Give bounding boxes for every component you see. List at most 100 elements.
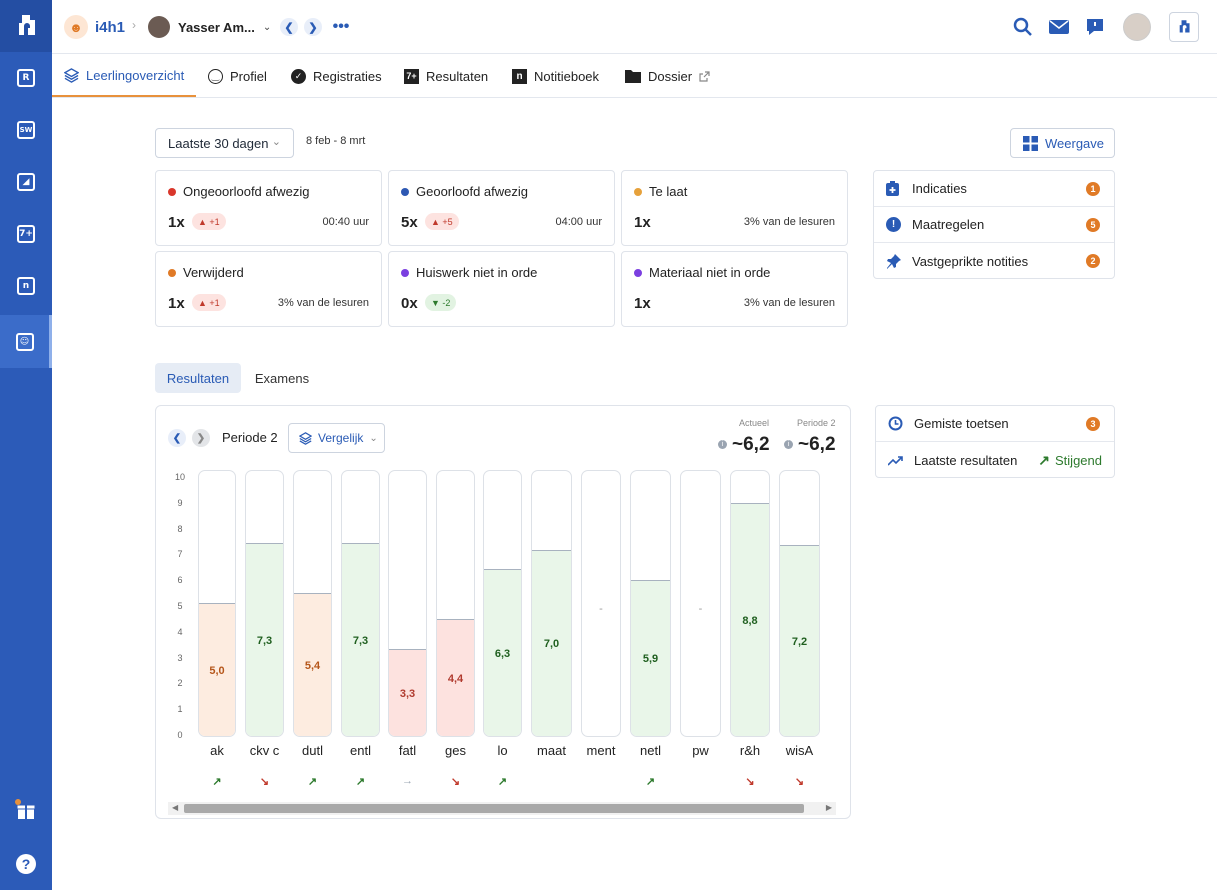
registration-card[interactable]: Verwijderd 1x ▲ +1 3% van de lesuren	[155, 251, 382, 327]
grade-bar[interactable]: 5,4	[293, 470, 332, 737]
card-title-text: Huiswerk niet in orde	[416, 265, 538, 280]
student-name[interactable]: Yasser Am...	[178, 19, 255, 35]
group-name[interactable]: i4h1	[95, 18, 126, 36]
grade-bar[interactable]: 8,8	[730, 470, 770, 737]
card-title: Ongeoorloofd afwezig	[168, 184, 309, 199]
card-title: Te laat	[634, 184, 687, 199]
rail-studiewijzer-icon[interactable]: ◢	[0, 156, 52, 208]
rail-notebook-icon[interactable]: n	[0, 260, 52, 312]
tab-resultaten-chart[interactable]: Resultaten	[155, 363, 241, 393]
registration-card[interactable]: Geoorloofd afwezig 5x ▲ +5 04:00 uur	[388, 170, 615, 246]
grade-bar[interactable]: 5,0	[198, 470, 236, 737]
scroll-left-icon[interactable]: ◀	[172, 803, 179, 812]
grade-bar[interactable]: 7,3	[245, 470, 284, 737]
pin-icon	[886, 253, 912, 269]
rail-sw-icon[interactable]: SW	[0, 104, 52, 156]
registration-card[interactable]: Huiswerk niet in orde 0x ▼ -2	[388, 251, 615, 327]
registration-card[interactable]: Materiaal niet in orde 1x 3% van de lesure…	[621, 251, 848, 327]
scroll-right-icon[interactable]: ▶	[825, 803, 832, 812]
y-tick-label: 5	[177, 601, 183, 611]
chart-scrollbar[interactable]: ◀ ▶	[168, 802, 836, 815]
grade-bar[interactable]: 7,2	[779, 470, 820, 737]
tab-profiel[interactable]: ‿ Profiel	[208, 55, 267, 97]
vastgeprikte-notities-row[interactable]: Vastgeprikte notities 2	[874, 243, 1114, 278]
rail-gift-icon[interactable]	[0, 784, 52, 836]
grade-bar-fill	[294, 593, 331, 736]
grade-bar[interactable]: -	[581, 470, 621, 737]
arrow-up-right-icon: ↗	[1038, 451, 1051, 468]
status-dot-icon	[401, 187, 409, 196]
tab-label: Notitieboek	[534, 68, 600, 84]
status-dot-icon	[168, 268, 176, 277]
vergelijk-button[interactable]: Vergelijk ⌄	[288, 423, 385, 453]
subject-label: maat	[537, 743, 566, 758]
delta-badge: ▼ -2	[425, 294, 457, 311]
registration-card[interactable]: Te laat 1x 3% van de lesuren	[621, 170, 848, 246]
grade-bar[interactable]: 6,3	[483, 470, 522, 737]
grade-value: 7,0	[543, 638, 560, 650]
next-period-icon[interactable]: ❯	[192, 429, 210, 447]
grade-bar-fill	[246, 543, 283, 736]
count-badge: 5	[1086, 217, 1100, 232]
indicaties-row[interactable]: Indicaties 1	[874, 171, 1114, 207]
info-icon[interactable]: i	[718, 440, 727, 449]
info-icon[interactable]: i	[784, 440, 793, 449]
grade-value: 6,3	[494, 647, 511, 660]
tab-examens[interactable]: Examens	[245, 363, 319, 393]
card-title-text: Te laat	[649, 184, 688, 199]
rail-students-icon[interactable]: ☺	[0, 315, 52, 368]
chevron-down-icon[interactable]: ⌄	[262, 21, 272, 33]
trend-up-icon: ↗	[645, 776, 656, 788]
rail-help-icon[interactable]: ?	[0, 838, 52, 890]
grade-value: 5,0	[209, 664, 225, 677]
tab-leerlingoverzicht[interactable]: Leerlingoverzicht	[52, 55, 197, 97]
grade-bar[interactable]: -	[680, 470, 721, 737]
grade-bar[interactable]: 4,4	[436, 470, 475, 737]
grade-bar[interactable]: 5,9	[630, 470, 671, 737]
mail-icon[interactable]	[1046, 14, 1072, 40]
scrollbar-thumb[interactable]	[184, 804, 804, 813]
rail-rooster-icon[interactable]: R	[0, 52, 52, 104]
status-dot-icon	[634, 187, 642, 196]
rail-grades-icon[interactable]: 7+	[0, 208, 52, 260]
tab-registraties[interactable]: ✓ Registraties	[291, 55, 382, 97]
app-logo-icon[interactable]	[0, 0, 52, 52]
group-breadcrumb[interactable]: ☻ i4h1	[64, 14, 125, 40]
card-title-text: Geoorloofd afwezig	[416, 184, 529, 199]
grade-bar[interactable]: 7,0	[531, 470, 572, 737]
grade-value: -	[599, 603, 603, 615]
maatregelen-row[interactable]: ! Maatregelen 5	[874, 207, 1114, 243]
student-avatar	[148, 16, 170, 38]
clock-icon	[888, 416, 914, 431]
y-tick-label: 3	[177, 652, 183, 663]
laatste-resultaten-row[interactable]: Laatste resultaten ↗ Stijgend	[876, 442, 1114, 477]
user-avatar[interactable]	[1122, 12, 1152, 42]
period-select[interactable]: Laatste 30 dagen ⌄	[155, 128, 294, 158]
app-switcher-button[interactable]	[1169, 12, 1199, 42]
grade-bar-fill	[731, 503, 769, 736]
trend-down-icon: ↘	[794, 776, 805, 788]
tab-notitieboek[interactable]: n Notitieboek	[512, 55, 599, 97]
search-icon[interactable]	[1010, 14, 1036, 40]
status-dot-icon	[168, 187, 176, 196]
more-options-icon[interactable]: •••	[332, 18, 350, 35]
card-detail: 04:00 uur	[555, 216, 602, 228]
breadcrumb-separator-icon: ›	[132, 18, 136, 32]
grade-bar[interactable]: 3,3	[388, 470, 427, 737]
previous-period-icon[interactable]: ❮	[168, 429, 186, 447]
registration-card[interactable]: Ongeoorloofd afwezig 1x ▲ +1 00:40 uur	[155, 170, 382, 246]
card-title: Huiswerk niet in orde	[401, 265, 537, 280]
chevron-down-icon: ⌄	[271, 136, 281, 148]
previous-student-icon[interactable]: ❮	[276, 14, 302, 40]
student-breadcrumb[interactable]: Yasser Am... ⌄	[148, 14, 271, 40]
tab-dossier[interactable]: Dossier	[625, 55, 710, 97]
tab-resultaten[interactable]: 7+ Resultaten	[404, 55, 488, 97]
card-detail: 00:40 uur	[322, 216, 369, 228]
feedback-icon[interactable]	[1082, 14, 1108, 40]
grade-bar[interactable]: 7,3	[341, 470, 380, 737]
card-detail: 3% van de lesuren	[277, 297, 369, 309]
y-tick-label: 10	[174, 472, 185, 482]
gemiste-toetsen-row[interactable]: Gemiste toetsen 3	[876, 406, 1114, 442]
weergave-button[interactable]: Weergave	[1010, 128, 1115, 158]
next-student-icon[interactable]: ❯	[300, 14, 326, 40]
